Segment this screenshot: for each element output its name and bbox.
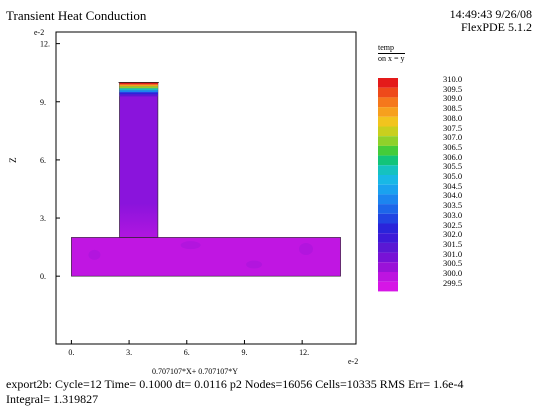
legend-level-label: 306.5: [443, 141, 463, 152]
legend-level-label: 304.0: [443, 190, 463, 201]
legend-level-label: 300.5: [443, 258, 463, 269]
stem-top-band: [119, 86, 158, 89]
stem-top-band: [119, 84, 158, 87]
legend-level-label: 309.5: [443, 83, 463, 94]
y-tick-label: 12.: [40, 40, 50, 49]
stem-top-band: [119, 88, 158, 91]
legend-swatch: [378, 281, 398, 292]
status-line: export2b: Cycle=12 Time= 0.1000 dt= 0.01…: [6, 377, 464, 391]
y-exponent: e-2: [34, 28, 44, 37]
timestamp-version: 14:49:43 9/26/08 FlexPDE 5.1.2: [450, 8, 532, 34]
legend-swatch: [378, 252, 398, 263]
timestamp: 14:49:43 9/26/08: [449, 7, 532, 21]
legend-level-label: 307.0: [443, 132, 463, 143]
legend-level-label: 309.0: [443, 93, 463, 104]
legend-level-label: 306.0: [443, 151, 463, 162]
base-contour-patch: [88, 249, 101, 260]
legend-swatch: [378, 184, 398, 195]
x-axis-label: 0.707107*X+ 0.707107*Y: [152, 367, 238, 376]
legend-level-label: 308.5: [443, 103, 463, 114]
legend-swatch: [378, 213, 398, 224]
legend-swatch: [378, 97, 398, 108]
legend-level-label: 302.5: [443, 219, 463, 230]
base-contour-patch: [180, 241, 201, 250]
legend-swatch: [378, 223, 398, 234]
base-domain: [71, 237, 341, 277]
legend-swatch: [378, 204, 398, 214]
legend-swatch: [378, 87, 398, 98]
legend-swatch: [378, 175, 398, 185]
version-label: FlexPDE 5.1.2: [460, 20, 532, 34]
y-axis-label: Z: [8, 157, 18, 163]
legend-level-label: 301.0: [443, 248, 463, 259]
legend-swatch: [378, 155, 398, 166]
legend-level-label: 299.5: [443, 277, 463, 288]
legend-title-temp: temp: [378, 43, 394, 52]
legend-swatch: [378, 194, 398, 205]
stem-top-band: [119, 92, 158, 95]
legend-swatch: [378, 107, 398, 117]
legend-swatch: [378, 136, 398, 146]
legend-level-label: 307.5: [443, 122, 463, 133]
legend-level-label: 308.0: [443, 112, 463, 123]
x-tick-label: 3.: [126, 348, 132, 357]
legend-swatch: [378, 272, 398, 282]
legend-subtitle: on x = y: [378, 53, 405, 63]
x-tick-label: 12.: [299, 348, 309, 357]
legend-swatch: [378, 145, 398, 156]
legend-swatch: [378, 233, 398, 243]
legend-level-label: 302.0: [443, 229, 463, 240]
legend-swatch: [378, 78, 398, 88]
y-tick-label: 6.: [40, 156, 46, 165]
plot-title: Transient Heat Conduction: [6, 8, 147, 23]
stem-domain: [119, 82, 159, 238]
x-exponent: e-2: [348, 357, 358, 366]
x-tick-label: 6.: [184, 348, 190, 357]
legend-level-label: 304.5: [443, 180, 463, 191]
y-tick-label: 9.: [40, 98, 46, 107]
legend-title: temp on x = y: [378, 43, 405, 64]
plot-frame: [55, 31, 357, 345]
legend-level-label: 303.0: [443, 209, 463, 220]
stem-top-band: [119, 94, 158, 97]
legend-level-label: 305.5: [443, 161, 463, 172]
y-tick-label: 3.: [40, 214, 46, 223]
legend-level-label: 303.5: [443, 200, 463, 211]
base-contour-patch: [299, 243, 313, 256]
legend-swatch: [378, 165, 398, 175]
legend-level-label: 301.5: [443, 238, 463, 249]
legend-level-label: 300.0: [443, 268, 463, 278]
integral-line: Integral= 1.319827: [6, 392, 99, 406]
legend-swatch: [378, 262, 398, 272]
x-tick-label: 0.: [68, 348, 74, 357]
legend-swatch: [378, 242, 398, 253]
legend-level-label: 305.0: [443, 171, 463, 181]
legend-swatch: [378, 126, 398, 137]
legend-level-label: 310.0: [443, 74, 463, 84]
base-contour-patch: [246, 260, 263, 269]
stem-top-band: [119, 82, 158, 85]
x-tick-label: 9.: [241, 348, 247, 357]
legend-swatch: [378, 116, 398, 127]
y-tick-label: 0.: [40, 272, 46, 281]
stem-top-band: [119, 90, 158, 93]
